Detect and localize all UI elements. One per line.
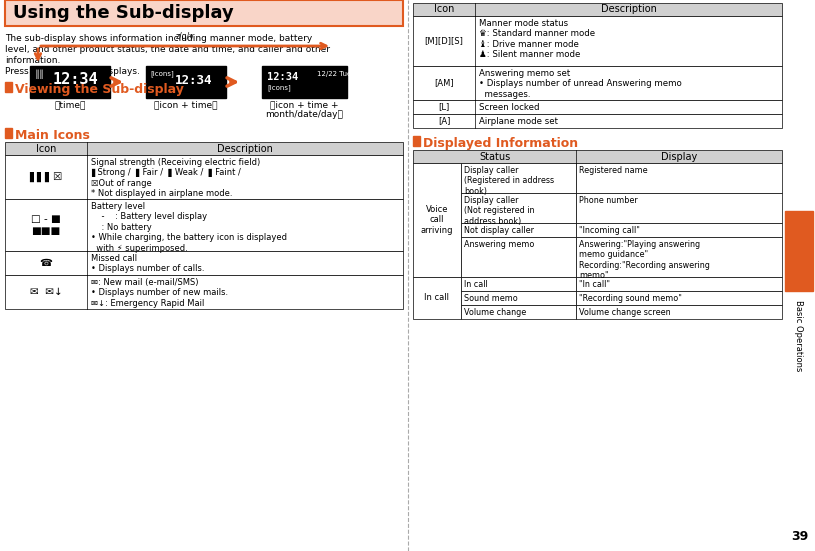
Text: 〈time〉: 〈time〉 [55,100,86,109]
Text: Display caller
(Registered in address
book): Display caller (Registered in address bo… [464,166,554,196]
Bar [461,223,576,237]
Bar [413,114,782,128]
Text: Sound memo: Sound memo [464,294,518,303]
Text: In call: In call [425,294,450,302]
Text: "Recording sound memo": "Recording sound memo" [579,294,682,303]
Text: 39: 39 [791,530,808,543]
Text: ║║: ║║ [35,69,45,79]
Bar [461,305,576,319]
Text: Description: Description [217,143,273,154]
Text: 12:34: 12:34 [267,72,298,82]
Text: ☎: ☎ [40,258,52,268]
Text: Answering memo: Answering memo [464,240,535,249]
Text: 〈icon + time +
month/date/day〉: 〈icon + time + month/date/day〉 [266,100,343,120]
Bar [576,277,782,291]
Bar [5,155,403,199]
Bar [785,211,813,291]
Text: "Incoming call": "Incoming call" [579,226,640,235]
Text: Status: Status [479,152,510,161]
Bar [5,199,403,251]
Bar [413,277,461,319]
Text: 〈icon + time〉: 〈icon + time〉 [154,100,218,109]
Text: ▌▌▌☒: ▌▌▌☒ [29,172,63,182]
Text: 12:34: 12:34 [52,73,98,88]
Text: Main Icons: Main Icons [15,129,90,142]
Text: Volume change screen: Volume change screen [579,308,671,317]
Bar [5,275,403,309]
Bar [146,66,226,98]
Text: [icons]: [icons] [267,84,291,91]
Text: ✉: New mail (e-mail/SMS)
• Displays number of new mails.
✉↓: Emergency Rapid Mai: ✉: New mail (e-mail/SMS) • Displays numb… [91,278,228,308]
Text: Signal strength (Receiving electric field)
▌Strong /  ▌Fair /  ▌Weak /  ▌Faint /: Signal strength (Receiving electric fiel… [91,158,260,198]
Text: Answering memo set
• Displays number of unread Answering memo
  messages.: Answering memo set • Displays number of … [479,69,682,99]
Bar [461,193,576,223]
Text: [AM]: [AM] [434,78,454,88]
Bar [413,66,782,100]
Text: Display: Display [661,152,697,161]
Text: [A]: [A] [438,116,450,126]
Text: [M][D][S]: [M][D][S] [425,36,464,46]
Bar [413,100,782,114]
Bar [576,237,782,277]
Text: Displayed Information: Displayed Information [423,137,578,150]
Bar [5,128,12,138]
Text: information.: information. [5,56,60,65]
Text: Registered name: Registered name [579,166,648,175]
Text: [icons]: [icons] [150,71,174,77]
Bar [5,251,403,275]
Text: Display caller
(Not registered in
address book): Display caller (Not registered in addres… [464,196,535,226]
Text: [L]: [L] [438,102,450,111]
Text: Press z/q/v to switch displays.: Press z/q/v to switch displays. [5,67,140,76]
Bar [461,237,576,277]
Text: z/q/v: z/q/v [175,32,194,41]
Bar [413,136,420,146]
Text: Voice
call
arriving: Voice call arriving [421,205,453,235]
Bar [461,291,576,305]
Text: Missed call
• Displays number of calls.: Missed call • Displays number of calls. [91,254,205,273]
Text: The sub-display shows information including manner mode, battery: The sub-display shows information includ… [5,34,312,43]
Text: In call: In call [464,280,487,289]
Text: "In call": "In call" [579,280,610,289]
Bar [5,142,403,155]
Text: Viewing the Sub-display: Viewing the Sub-display [15,83,184,96]
Text: Description: Description [601,4,656,14]
Text: Not display caller: Not display caller [464,226,534,235]
Bar [461,277,576,291]
Bar [413,150,782,163]
Bar [576,291,782,305]
Text: Manner mode status
♛: Standard manner mode
♝: Drive manner mode
♟: Silent manner: Manner mode status ♛: Standard manner mo… [479,19,595,59]
Bar [262,66,347,98]
Text: Screen locked: Screen locked [479,103,540,112]
Bar [576,223,782,237]
Text: Basic Operations: Basic Operations [795,300,804,372]
Bar [413,3,782,16]
Bar [413,16,782,66]
Bar [413,163,461,277]
Text: Icon: Icon [434,4,454,14]
Text: □ - ■
■■■: □ - ■ ■■■ [31,214,61,236]
Text: Airplane mode set: Airplane mode set [479,117,558,126]
Bar [5,82,12,92]
Bar [576,163,782,193]
Bar [576,193,782,223]
Text: Volume change: Volume change [464,308,526,317]
Text: Battery level
    -    : Battery level display
    : No battery
• While charging: Battery level - : Battery level display … [91,202,287,252]
Text: level, and other product status, the date and time, and caller and other: level, and other product status, the dat… [5,45,330,54]
Text: Using the Sub-display: Using the Sub-display [13,4,234,22]
Bar [461,163,576,193]
Text: Phone number: Phone number [579,196,638,205]
Text: ✉  ✉↓: ✉ ✉↓ [29,287,63,297]
Text: 12:34: 12:34 [175,74,213,88]
Bar [576,305,782,319]
Bar [30,66,110,98]
Text: Icon: Icon [36,143,56,154]
Text: 12/22 Tue: 12/22 Tue [317,71,351,77]
Bar [5,0,403,26]
Text: Answering:"Playing answering
memo guidance"
Recording:"Recording answering
memo": Answering:"Playing answering memo guidan… [579,240,710,280]
